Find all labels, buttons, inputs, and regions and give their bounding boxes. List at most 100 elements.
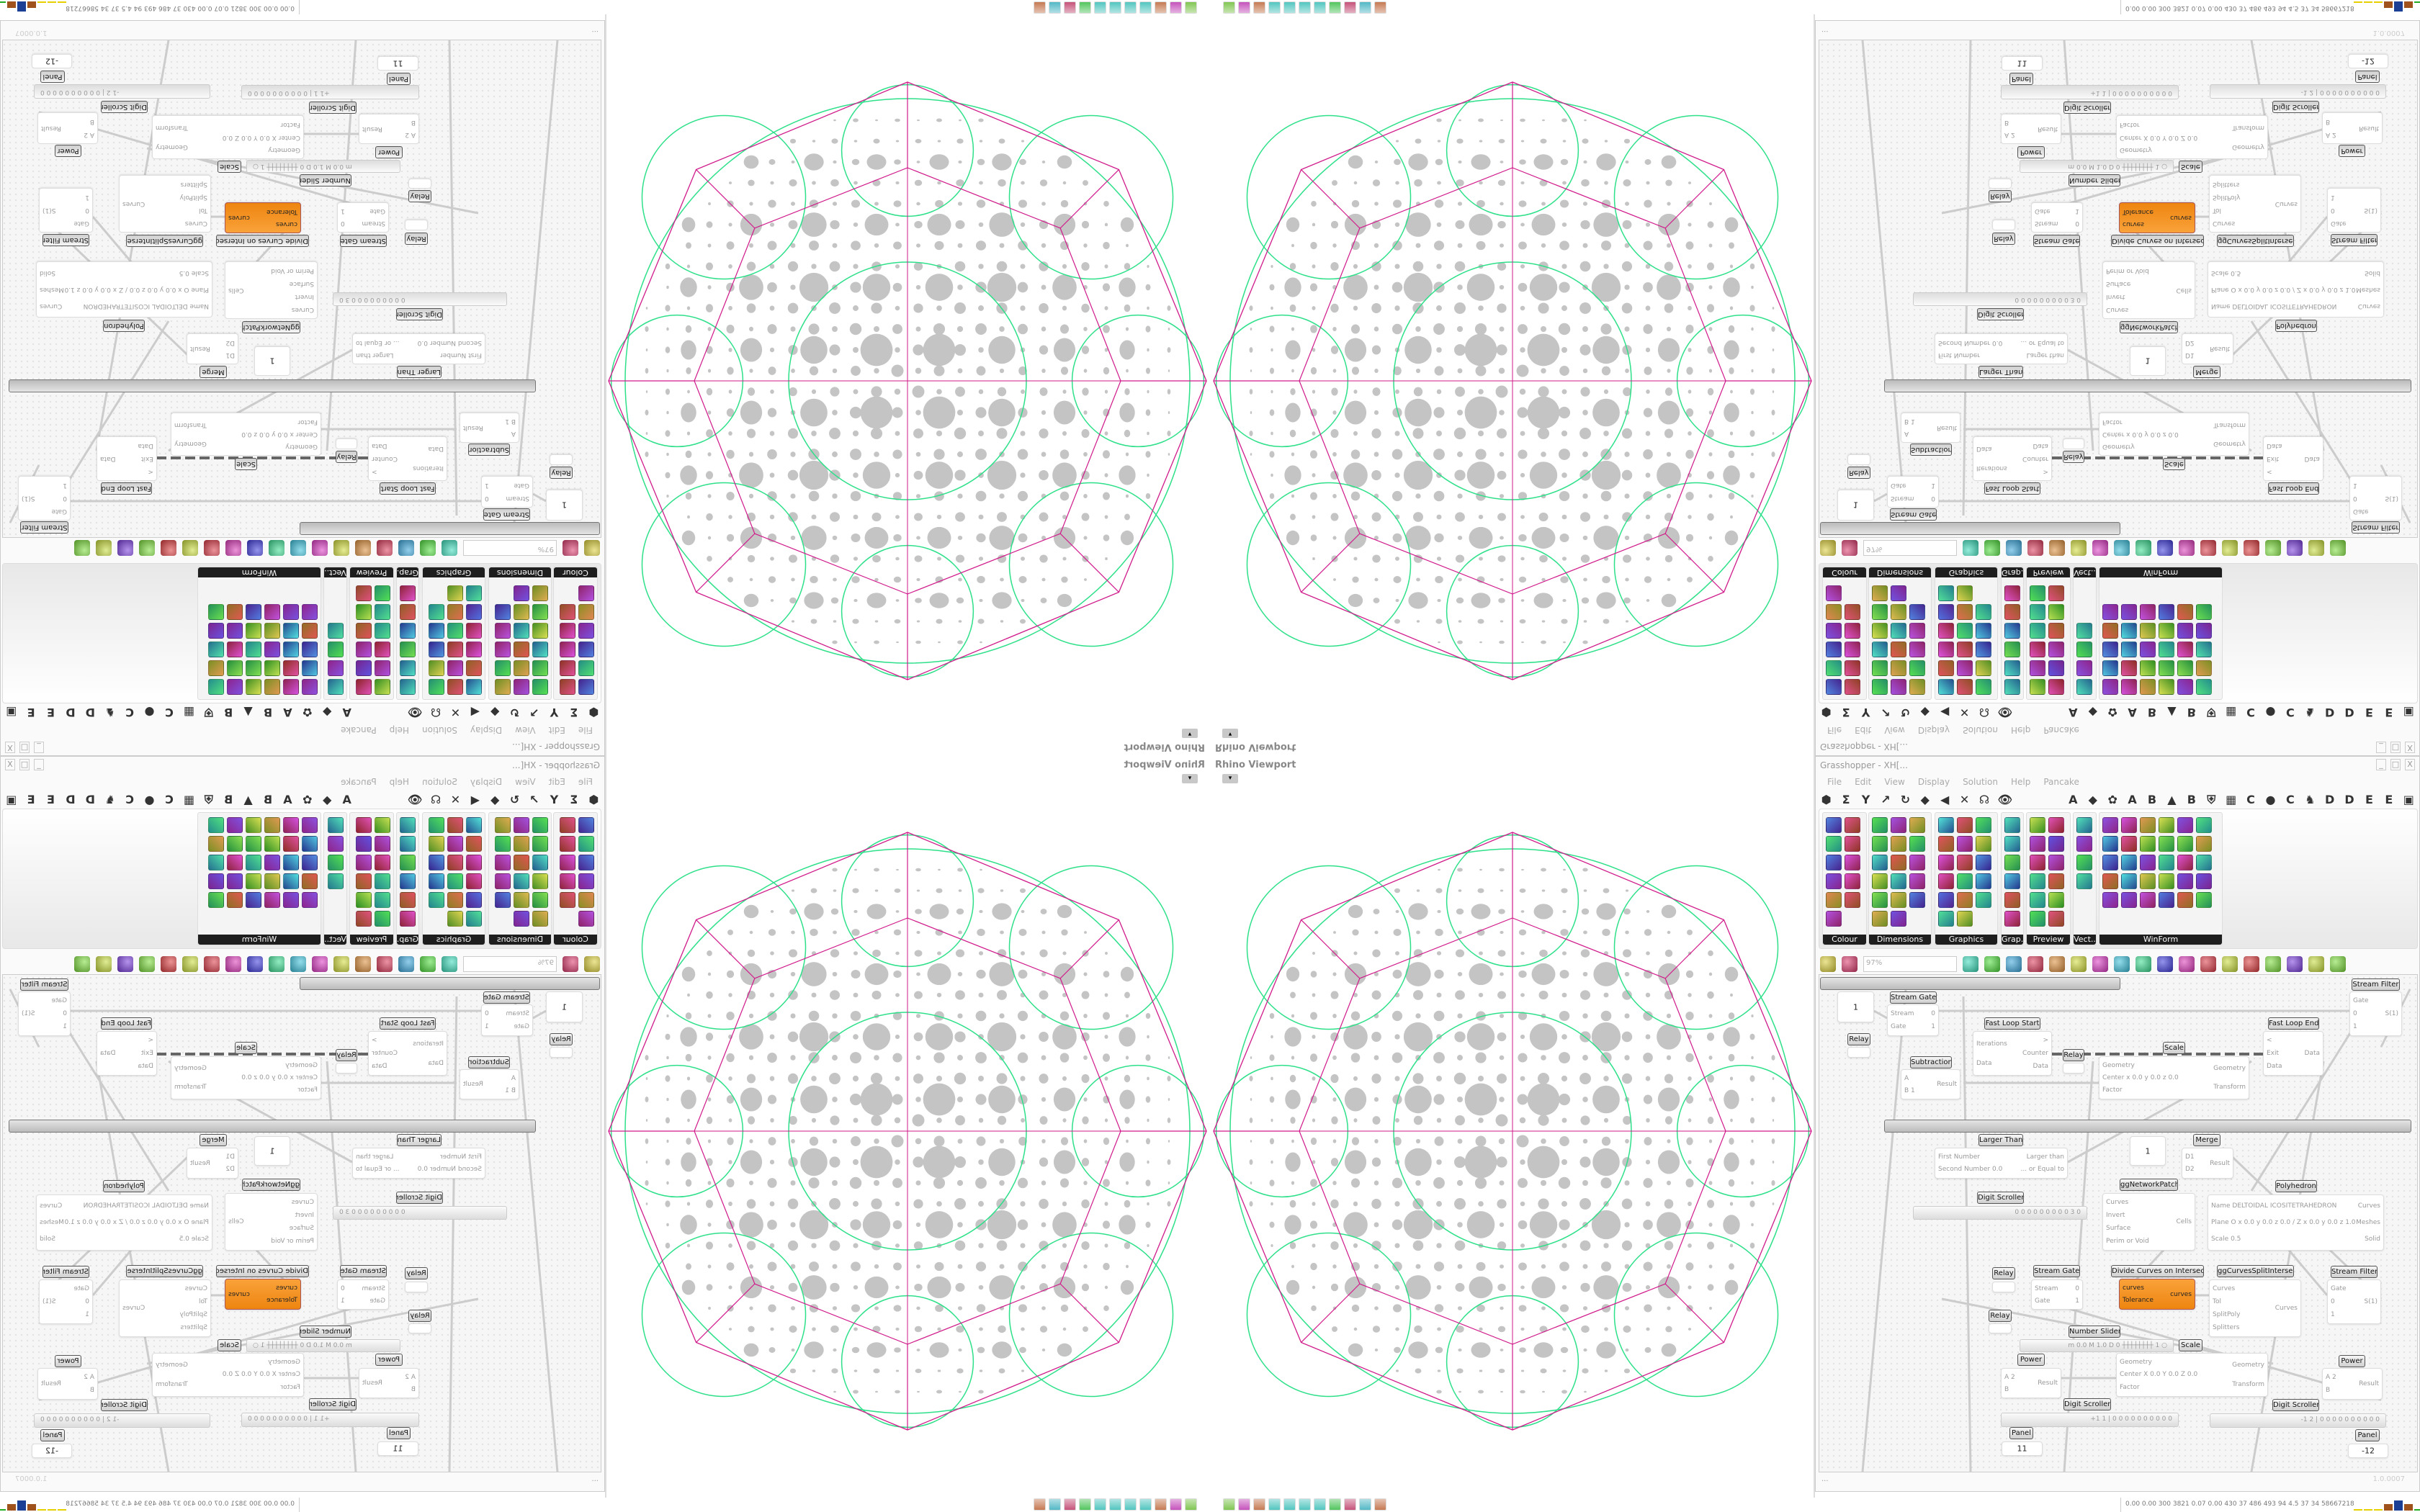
digit-scroller-slider[interactable]: -1 2 | 0 0 0 0 0 0 0 0 0 0 (34, 84, 210, 99)
input-0[interactable]: 0 (2353, 495, 2357, 502)
form-arrow-icon[interactable] (2121, 892, 2137, 908)
leaf-shade-icon[interactable] (2030, 679, 2045, 695)
form-ok-icon[interactable] (2159, 623, 2174, 639)
terminal-icon[interactable] (1034, 1, 1046, 14)
palette-group-label[interactable]: Grap.. (2002, 567, 2026, 577)
output-1[interactable]: 1 (485, 1023, 489, 1030)
larger-than-label[interactable]: Larger Than (397, 366, 442, 378)
ggnetworkpatch-component[interactable]: Curves Invert Surface Perim or Void Cells (2102, 1193, 2195, 1251)
teal-shape-icon[interactable] (139, 540, 155, 556)
dim-box-icon[interactable] (1909, 836, 1925, 852)
form-check-icon[interactable] (208, 660, 224, 676)
text-t-icon[interactable] (1957, 660, 1973, 676)
input-splitters[interactable]: Splitters (2213, 181, 2240, 188)
input-center[interactable]: Center X 0.0 Y 0.0 Z 0.0 (2120, 1371, 2198, 1379)
group-bar[interactable] (9, 379, 536, 392)
output-curves[interactable]: Curves (122, 200, 145, 207)
input-stream[interactable]: Stream (1891, 1010, 1914, 1017)
input-perim[interactable]: Perim or Void (271, 1238, 314, 1245)
menu-file[interactable]: File (578, 777, 593, 787)
form-hatch-icon[interactable] (302, 836, 318, 852)
ring-icon[interactable] (1938, 623, 1954, 639)
group-bar[interactable] (1820, 522, 2120, 535)
at-sign-icon[interactable] (2049, 956, 2065, 972)
magenta-swatch-icon[interactable] (532, 642, 548, 657)
scale-label[interactable]: Scale (218, 1339, 241, 1351)
relay-component[interactable] (408, 1323, 431, 1333)
tab-icon[interactable]: ◆ (2088, 793, 2097, 806)
power-label[interactable]: Power (375, 1354, 403, 1366)
picture-tree-icon[interactable] (356, 585, 372, 601)
line-chart-icon[interactable] (400, 585, 416, 601)
group-bar[interactable] (1884, 379, 2411, 392)
dim-line-icon[interactable] (514, 660, 529, 676)
tab-icon[interactable]: E (2365, 706, 2373, 719)
orange-sphere-icon[interactable] (96, 540, 112, 556)
dim-line-icon[interactable] (1891, 836, 1906, 852)
green-shape-icon[interactable] (117, 540, 133, 556)
input-1[interactable]: 1 (2353, 482, 2357, 489)
sphere-gray-icon[interactable] (466, 892, 482, 908)
tab-icon[interactable]: 👁 (1997, 706, 2012, 719)
output-curves[interactable]: curves (228, 1290, 250, 1298)
output-...[interactable]: ... or Equal to (356, 1166, 400, 1174)
form-list-icon[interactable] (2121, 679, 2137, 695)
input-a[interactable]: A (511, 1074, 516, 1082)
tab-icon[interactable]: ◆ (2088, 706, 2097, 719)
form-check-icon[interactable] (2196, 660, 2212, 676)
input-data[interactable]: Data (138, 442, 154, 449)
output-result[interactable]: Result (1937, 1081, 1957, 1088)
fast-loop-end-label[interactable]: Fast Loop End (2268, 1017, 2319, 1030)
form-pie-icon[interactable] (227, 679, 243, 695)
bug-icon[interactable] (2027, 540, 2043, 556)
camera-icon[interactable] (2048, 679, 2064, 695)
form-label-icon[interactable] (2177, 892, 2193, 908)
relay-label[interactable]: Relay (408, 190, 431, 202)
tab-icon[interactable]: ▲ (2167, 706, 2177, 719)
scale-component[interactable]: Geometry Center x 0.0 y 0.0 z 0.0 Factor Ge… (171, 1056, 321, 1099)
power-label[interactable]: Power (55, 1355, 81, 1367)
tab-icon[interactable]: ● (144, 706, 155, 719)
output-curves[interactable]: Curves (2357, 302, 2380, 310)
sphere-red-2-icon[interactable] (578, 604, 594, 620)
leaf-shade-icon[interactable] (375, 817, 390, 833)
preview-window-icon[interactable] (2092, 540, 2108, 556)
line-graph-icon[interactable] (400, 623, 416, 639)
tab-icon[interactable]: D (2344, 793, 2354, 806)
tab-icon[interactable]: ● (2265, 793, 2276, 806)
blank-icon[interactable] (1064, 1, 1076, 14)
vector-red-icon[interactable] (2076, 855, 2092, 870)
dotted-circle-icon[interactable] (1938, 836, 1954, 852)
picture-tree-icon[interactable] (356, 911, 372, 927)
circle-icon[interactable] (466, 817, 482, 833)
dim-triangle-icon[interactable] (514, 911, 529, 927)
scale-label[interactable]: Scale (235, 458, 257, 470)
input-splitters[interactable]: Splitters (180, 181, 207, 188)
input-invert[interactable]: Invert (2106, 293, 2125, 300)
output-result[interactable]: Result (2210, 345, 2230, 353)
box-question-icon[interactable] (2136, 540, 2151, 556)
input-data[interactable]: Data (428, 445, 444, 453)
output-curves[interactable]: curves (228, 214, 250, 222)
tab-icon[interactable]: C (2285, 706, 2295, 719)
menu-view[interactable]: View (515, 777, 536, 787)
form-toggle-icon[interactable] (227, 873, 243, 889)
hsv-icon[interactable] (560, 623, 575, 639)
sphere-material-icon[interactable] (2030, 660, 2045, 676)
input-d1[interactable]: D1 (2185, 1153, 2195, 1161)
input-splitters[interactable]: Splitters (180, 1324, 207, 1331)
palette-group-label[interactable]: Dimensions (489, 567, 551, 577)
tab-icon[interactable]: ◀ (1940, 706, 1950, 719)
hsl-icon[interactable] (560, 855, 575, 870)
group-bar[interactable] (9, 1120, 536, 1133)
form-num-icon[interactable] (208, 642, 224, 657)
tab-icon[interactable]: Y (550, 793, 559, 806)
dim-ticks-icon[interactable] (1891, 642, 1906, 657)
form-panel-icon[interactable] (2196, 817, 2212, 833)
dim-red-icon[interactable] (514, 892, 529, 908)
stream-filter-label[interactable]: Stream Filter (20, 521, 68, 534)
tab-icon[interactable]: ✿ (302, 706, 313, 719)
sl-text-icon[interactable] (2030, 585, 2045, 601)
palette-group-label[interactable]: Preview (2027, 935, 2070, 945)
palette-group-label[interactable]: Grap.. (394, 567, 418, 577)
